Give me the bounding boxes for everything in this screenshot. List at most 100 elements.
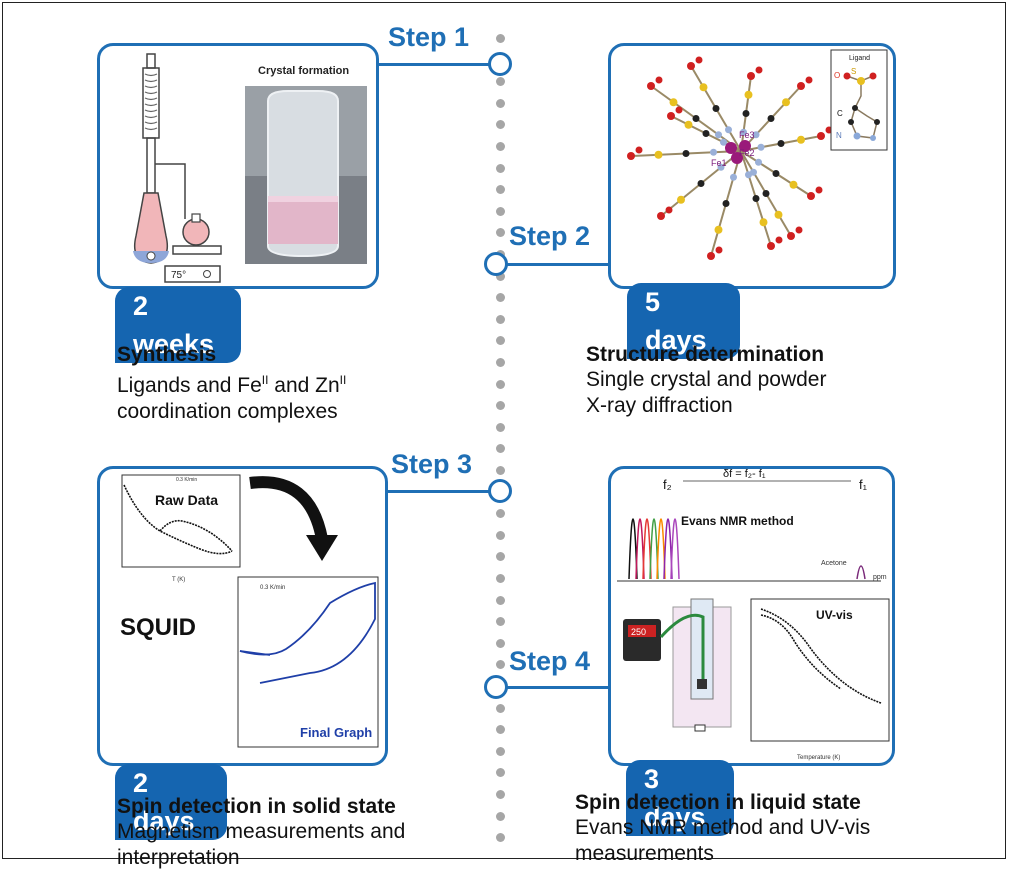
atom: [775, 236, 783, 244]
atom: [722, 200, 730, 207]
atom: [655, 76, 663, 84]
timeline-dot: [496, 379, 505, 389]
controller-display: 250: [631, 627, 646, 637]
atom: [699, 83, 708, 92]
timeline-dot: [496, 34, 505, 43]
atom: [712, 105, 720, 112]
atom: [797, 82, 805, 90]
step-3-node: [488, 479, 512, 503]
atom: [755, 158, 762, 166]
atom: [750, 168, 757, 176]
atom: [762, 190, 770, 197]
timeline-dot: [496, 422, 505, 432]
atom: [752, 131, 760, 139]
atom: [817, 132, 825, 140]
step-4-duration-badge: 3 days: [626, 760, 734, 836]
nmr-peak: [628, 518, 638, 580]
acetone-label: Acetone: [821, 560, 847, 567]
atom: [657, 212, 665, 220]
atom: [777, 140, 785, 147]
synthesis-illustration: 75° Crystal formation: [133, 53, 367, 283]
step-2-connector: [505, 263, 611, 266]
figure-frame: [2, 2, 1006, 859]
step-1-desc-sup-b: II: [339, 373, 347, 387]
step-4-node: [484, 675, 508, 699]
nmr-peak: [656, 518, 666, 580]
step-1-description: Ligands and FeII and ZnII coordination c…: [117, 367, 346, 425]
atom: [715, 131, 722, 139]
step-1-node: [488, 52, 512, 76]
legend-s: S: [851, 67, 856, 76]
uv-vis-label: UV-vis: [816, 608, 853, 622]
atom: [669, 98, 678, 107]
atom: [635, 146, 643, 154]
timeline-dot: [496, 466, 505, 475]
atom: [695, 56, 703, 64]
step-2-description: Single crystal and powder X-ray diffract…: [586, 367, 826, 419]
nmr-title: Evans NMR method: [681, 514, 794, 528]
step-4-desc-line2: measurements: [575, 842, 714, 865]
f1-label: f₁: [859, 477, 868, 492]
step-2-title: Structure determination: [586, 343, 825, 366]
uv-temp-axis-label: Temperature (K): [797, 755, 840, 761]
step-2-duration-badge: 5 days: [627, 283, 740, 359]
atom: [707, 252, 715, 260]
timeline-dot: [496, 163, 505, 173]
step-1-desc-sup-a: II: [261, 373, 269, 387]
atom: [782, 98, 790, 107]
atom: [667, 112, 675, 120]
nmr-peak: [635, 518, 645, 580]
fe3-label: Fe3: [739, 130, 755, 140]
timeline-dot: [496, 142, 505, 151]
step-1-card: 75° Crystal formation: [97, 43, 379, 289]
atom: [730, 173, 737, 181]
atom: [677, 195, 685, 204]
raw-data-label: Raw Data: [155, 492, 218, 508]
f2-label: f₂: [663, 477, 672, 492]
timeline-dot: [496, 552, 505, 562]
atom: [714, 225, 723, 234]
timeline-dot: [496, 77, 505, 87]
timeline-dot: [496, 444, 505, 454]
timeline-dot: [496, 746, 505, 756]
step-3-connector: [385, 490, 495, 493]
atom: [767, 242, 775, 250]
step-1-desc-line2: coordination complexes: [117, 400, 338, 423]
atom: [805, 76, 813, 84]
step-2-node: [484, 252, 508, 276]
atom: [787, 232, 795, 240]
atom: [795, 226, 803, 234]
step-3-duration-badge: 2 days: [115, 764, 227, 840]
atom: [759, 218, 768, 227]
atom: [789, 180, 798, 189]
atom: [752, 195, 760, 202]
iron-atom: [739, 140, 751, 152]
timeline-dot: [496, 725, 505, 735]
timeline-dot: [496, 401, 505, 411]
step-1-desc-text-b: and Zn: [268, 374, 340, 397]
final-graph-label: Final Graph: [300, 725, 372, 740]
step-4-title: Spin detection in liquid state: [575, 791, 861, 814]
step-1-label: Step 1: [388, 22, 470, 52]
step-3-description: Magnetism measurements and interpretatio…: [117, 819, 405, 871]
atom: [697, 180, 705, 187]
timeline-dot: [496, 271, 505, 281]
atom: [715, 246, 723, 254]
timeline-dot: [496, 574, 505, 583]
evans-nmr-uv-vis: f₂ f₁ δf = f₂- f₁ Evans NMR method Aceto…: [617, 469, 890, 761]
atom: [684, 120, 693, 129]
atom: [757, 143, 765, 151]
ppm-label: ppm: [873, 574, 887, 581]
legend-o: O: [834, 71, 840, 80]
raw-rate-label: 0.3 K/min: [176, 477, 197, 483]
step-2-label: Step 2: [509, 221, 591, 251]
step-2-desc-line1: Single crystal and powder: [586, 368, 827, 391]
legend-c: C: [837, 109, 843, 118]
timeline-dots: [492, 34, 508, 844]
atom: [725, 126, 732, 134]
final-rate-label: 0.3 K/min: [260, 585, 285, 591]
iron-atom: [731, 152, 743, 164]
timeline-dot: [496, 617, 505, 627]
nmr-peak: [642, 518, 652, 580]
atom: [772, 170, 780, 177]
